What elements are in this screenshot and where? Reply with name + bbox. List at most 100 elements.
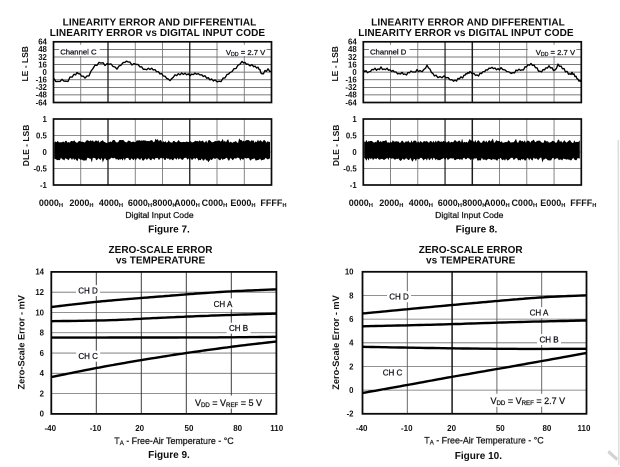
svg-text:-40: -40 (45, 424, 57, 433)
svg-text:8000H: 8000H (462, 198, 486, 209)
svg-text:FFFFH: FFFFH (260, 198, 286, 209)
svg-text:-64: -64 (345, 98, 357, 107)
svg-text:VDD = 2.7 V: VDD = 2.7 V (226, 48, 266, 58)
svg-text:2000H: 2000H (69, 198, 93, 209)
svg-text:LINEARITY ERROR AND DIFFERENTI: LINEARITY ERROR AND DIFFERENTIAL (371, 18, 565, 29)
svg-text:ZERO-SCALE ERROR: ZERO-SCALE ERROR (109, 245, 214, 256)
svg-text:CH C: CH C (383, 369, 403, 378)
svg-text:0: 0 (43, 148, 48, 157)
svg-text:LINEARITY ERROR vs DIGITAL INP: LINEARITY ERROR vs DIGITAL INPUT CODE (50, 28, 266, 39)
svg-text:0: 0 (349, 386, 354, 395)
svg-text:Figure 9.: Figure 9. (148, 450, 190, 461)
svg-text:6000H: 6000H (128, 198, 152, 209)
svg-text:48: 48 (38, 45, 47, 54)
svg-text:CH A: CH A (530, 309, 549, 318)
svg-text:LINEARITY ERROR vs DIGITAL INP: LINEARITY ERROR vs DIGITAL INPUT CODE (358, 28, 574, 39)
svg-text:32: 32 (38, 53, 47, 62)
svg-text:Zero-Scale Error - mV: Zero-Scale Error - mV (16, 294, 26, 389)
svg-text:-10: -10 (90, 424, 102, 433)
svg-text:Figure 8.: Figure 8. (456, 224, 498, 235)
svg-text:110: 110 (578, 424, 591, 433)
svg-text:-32: -32 (36, 83, 48, 92)
svg-text:16: 16 (38, 60, 47, 69)
svg-text:50: 50 (185, 424, 194, 433)
svg-text:LE - LSB: LE - LSB (20, 46, 30, 81)
svg-text:Figure 10.: Figure 10. (455, 451, 502, 462)
svg-text:1: 1 (43, 115, 48, 124)
svg-text:FFFFH: FFFFH (570, 198, 596, 209)
svg-text:DLE - LSB: DLE - LSB (21, 125, 31, 167)
svg-text:0.5: 0.5 (346, 131, 358, 140)
svg-text:-16: -16 (36, 76, 48, 85)
svg-text:20: 20 (447, 424, 456, 433)
svg-text:14: 14 (35, 268, 44, 277)
svg-text:CH D: CH D (78, 287, 98, 296)
svg-text:110: 110 (270, 424, 283, 433)
svg-text:-32: -32 (345, 83, 357, 92)
svg-text:4000H: 4000H (409, 198, 433, 209)
svg-text:0: 0 (352, 148, 357, 157)
svg-text:-48: -48 (345, 91, 357, 100)
svg-text:6: 6 (349, 315, 354, 324)
svg-text:0000H: 0000H (349, 198, 373, 209)
svg-text:0: 0 (352, 68, 357, 77)
svg-text:Figure 7.: Figure 7. (148, 224, 190, 235)
svg-text:16: 16 (348, 60, 357, 69)
svg-text:32: 32 (348, 53, 357, 62)
svg-text:vs TEMPERATURE: vs TEMPERATURE (426, 256, 516, 267)
svg-text:LE - LSB: LE - LSB (330, 46, 340, 81)
svg-text:CH B: CH B (229, 324, 248, 333)
svg-text:Channel D: Channel D (370, 48, 407, 57)
svg-text:64: 64 (348, 38, 357, 47)
svg-text:-16: -16 (345, 76, 357, 85)
svg-text:DLE - LSB: DLE - LSB (331, 125, 341, 167)
svg-text:80: 80 (233, 424, 242, 433)
svg-text:Zero-Scale Error - mV: Zero-Scale Error - mV (331, 294, 341, 389)
svg-text:VDD = 2.7 V: VDD = 2.7 V (536, 48, 576, 58)
svg-text:-10: -10 (401, 424, 413, 433)
svg-text:C000H: C000H (202, 198, 228, 209)
svg-text:CH B: CH B (539, 336, 558, 345)
svg-text:48: 48 (348, 45, 357, 54)
svg-text:1: 1 (352, 115, 357, 124)
svg-text:80: 80 (542, 424, 551, 433)
svg-text:C000H: C000H (511, 198, 537, 209)
svg-text:0.5: 0.5 (36, 131, 48, 140)
svg-text:0000H: 0000H (39, 198, 63, 209)
svg-text:E000H: E000H (230, 198, 255, 209)
svg-text:-2: -2 (347, 410, 355, 419)
svg-text:6: 6 (40, 349, 45, 358)
svg-text:TA - Free-Air Temperature - °C: TA - Free-Air Temperature - °C (424, 436, 544, 447)
svg-text:TA - Free-Air Temperature - °C: TA - Free-Air Temperature - °C (114, 436, 234, 447)
svg-text:4: 4 (349, 339, 354, 348)
svg-text:0: 0 (43, 68, 48, 77)
svg-text:-48: -48 (36, 91, 48, 100)
svg-text:A000H: A000H (484, 198, 510, 209)
svg-text:-1: -1 (350, 181, 358, 190)
svg-text:Channel C: Channel C (60, 48, 97, 57)
svg-text:8000H: 8000H (152, 198, 176, 209)
svg-text:2: 2 (40, 389, 45, 398)
svg-text:6000H: 6000H (438, 198, 462, 209)
svg-text:2: 2 (349, 362, 354, 371)
svg-text:VDD = VREF = 5 V: VDD = VREF = 5 V (195, 398, 262, 409)
svg-text:-0.5: -0.5 (33, 164, 47, 173)
svg-text:-40: -40 (356, 424, 368, 433)
svg-text:64: 64 (38, 38, 47, 47)
svg-text:-1: -1 (40, 181, 48, 190)
svg-text:12: 12 (35, 288, 44, 297)
svg-text:CH C: CH C (78, 352, 98, 361)
svg-text:VDD = VREF = 2.7 V: VDD = VREF = 2.7 V (490, 396, 565, 407)
svg-text:vs TEMPERATURE: vs TEMPERATURE (116, 256, 206, 267)
svg-text:8: 8 (40, 329, 45, 338)
svg-text:ZERO-SCALE ERROR: ZERO-SCALE ERROR (419, 245, 524, 256)
svg-text:-64: -64 (36, 98, 48, 107)
svg-text:4000H: 4000H (99, 198, 123, 209)
svg-text:Digital Input Code: Digital Input Code (435, 210, 504, 220)
svg-text:4: 4 (40, 369, 45, 378)
svg-text:0: 0 (40, 410, 45, 419)
svg-text:20: 20 (135, 424, 144, 433)
svg-text:8: 8 (349, 291, 354, 300)
svg-text:A000H: A000H (174, 198, 200, 209)
svg-text:2000H: 2000H (379, 198, 403, 209)
